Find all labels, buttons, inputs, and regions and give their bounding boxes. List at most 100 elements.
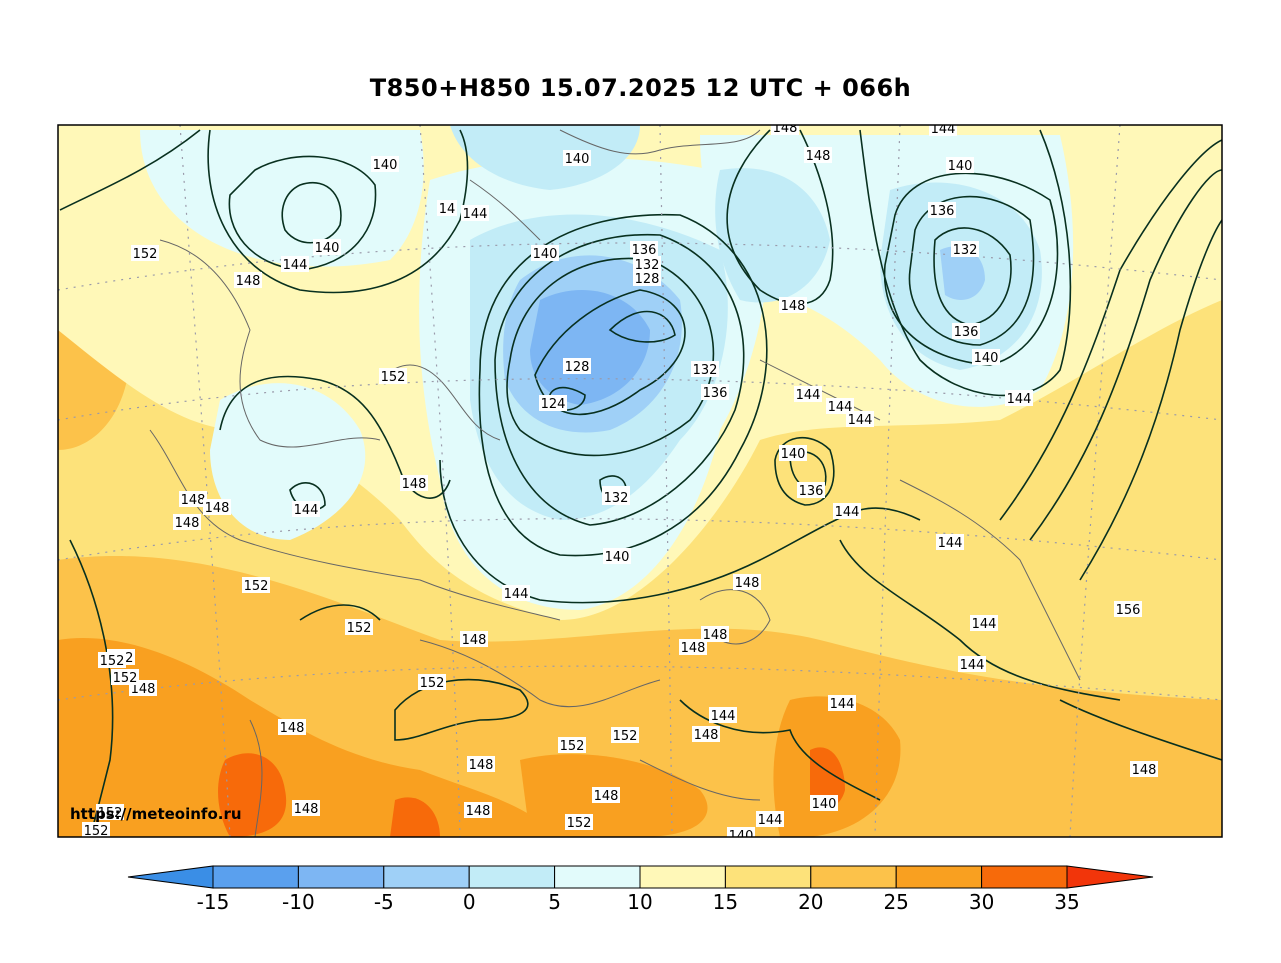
contour-label-text: 136 <box>954 325 979 340</box>
contour-label-bg <box>379 368 407 384</box>
contour-label-text: 148 <box>735 576 760 591</box>
contour-label-text: 144 <box>504 587 529 602</box>
contour-label-text: 128 <box>635 272 660 287</box>
colorbar-bin <box>468 865 556 889</box>
contour-label-bg <box>946 157 974 173</box>
contour-label: 148 <box>701 626 729 643</box>
contour-label-text: 132 <box>604 491 629 506</box>
field-30-35-a <box>218 753 287 837</box>
contour-label-text: 148 <box>466 804 491 819</box>
contour-label: 144 <box>756 811 784 828</box>
contour-label: 144 <box>281 256 309 273</box>
colorbar-tick-label: -5 <box>373 890 394 914</box>
contour-label-bg <box>833 503 861 519</box>
contour-label: 156 <box>1114 601 1142 618</box>
contour-label: 144 <box>826 398 854 415</box>
contour-label-text: 148 <box>773 121 798 136</box>
contour-label-text: 148 <box>131 682 156 697</box>
contour-label: 148 <box>1130 761 1158 778</box>
contour-label-text: 148 <box>469 758 494 773</box>
contour-label-text: 144 <box>960 658 985 673</box>
contour-label-bg <box>633 256 661 272</box>
colorbar-bin <box>981 865 1068 889</box>
contour-label-bg <box>970 615 998 631</box>
contour-label: 144 <box>833 503 861 520</box>
contour-label-bg <box>242 577 270 593</box>
contour-label-bg <box>502 585 530 601</box>
contour-label-text: 140 <box>605 550 630 565</box>
contour-label: 148 <box>179 491 207 508</box>
contour-label-bg <box>692 726 720 742</box>
contour-label-bg <box>756 811 784 827</box>
contour-label-bg <box>779 297 807 313</box>
field-minus5-0-northeast <box>940 246 985 300</box>
contour-label-text: 140 <box>729 829 754 844</box>
contour-label: 136 <box>952 323 980 340</box>
contour-label: 144 <box>929 122 957 137</box>
contour-label-bg <box>1114 601 1142 617</box>
contour-label-bg <box>1005 390 1033 406</box>
contour-label-bg <box>173 514 201 530</box>
contour-label-bg <box>558 737 586 753</box>
colorbar-tick-label: 0 <box>462 890 476 914</box>
contour-label-text: 148 <box>205 501 230 516</box>
contour-label: 152 <box>565 814 593 831</box>
contour-label-text: 148 <box>402 477 427 492</box>
contour-label-text: 156 <box>1116 603 1141 618</box>
contour-label-text: 140 <box>812 797 837 812</box>
contour-label-bg <box>565 814 593 830</box>
contour-label-bg <box>603 548 631 564</box>
contour-label-text: 144 <box>1007 392 1032 407</box>
contour-label-text: 144 <box>835 505 860 520</box>
contour-label-text: 148 <box>236 274 261 289</box>
contour-label: 136 <box>928 202 956 219</box>
contour-label: 140 <box>603 548 631 565</box>
contour-label-bg <box>779 445 807 461</box>
contour-label-bg <box>563 358 591 374</box>
contour-label: 148 <box>278 719 306 736</box>
contour-label-text: 144 <box>283 258 308 273</box>
colorbar-bin <box>639 865 726 889</box>
contour-label-bg <box>958 656 986 672</box>
contour-label-bg <box>531 245 559 261</box>
contour-label-bg <box>727 827 755 837</box>
contour-label-text: 132 <box>635 258 660 273</box>
field-minus10-minus5 <box>530 290 650 405</box>
contour-label-text: 124 <box>541 397 566 412</box>
contour-label-bg <box>96 804 124 820</box>
contour-label: 144 <box>709 707 737 724</box>
contour-label-bg <box>234 272 262 288</box>
contour-label: 148 <box>771 121 799 136</box>
field-30-35-b <box>810 747 845 809</box>
field-5-10-northwest <box>140 130 424 267</box>
contour-label-text: 144 <box>758 813 783 828</box>
contour-label-text: 152 <box>113 671 138 686</box>
colorbar-tick-label: 15 <box>712 890 739 914</box>
contour-label-bg <box>82 822 110 837</box>
contour-label-bg <box>464 802 492 818</box>
contour-label-text: 148 <box>462 633 487 648</box>
contour-label-bg <box>928 202 956 218</box>
contour-label: 132 <box>602 489 630 506</box>
colorbar-tick-label: -15 <box>196 890 230 914</box>
contour-label: 14 <box>437 200 457 217</box>
contour-label-bg <box>794 386 822 402</box>
contour-label: 128 <box>563 358 591 375</box>
contour-label-bg <box>701 626 729 642</box>
contour-label: 148 <box>592 787 620 804</box>
contour-label: 148 <box>779 297 807 314</box>
contour-label-text: 140 <box>533 247 558 262</box>
contour-label: 148 <box>464 802 492 819</box>
contour-label-text: 148 <box>181 493 206 508</box>
field-25-30-west <box>58 638 560 837</box>
colorbar-bin <box>724 865 812 889</box>
colorbar-tick-label: 30 <box>968 890 995 914</box>
contour-label-bg <box>1130 761 1158 777</box>
contour-label: 152 <box>111 669 139 686</box>
contour-label: 152 <box>82 822 110 837</box>
contour-label-bg <box>951 241 979 257</box>
contour-label-text: 144 <box>931 122 956 137</box>
colorbar-bin <box>810 865 897 889</box>
